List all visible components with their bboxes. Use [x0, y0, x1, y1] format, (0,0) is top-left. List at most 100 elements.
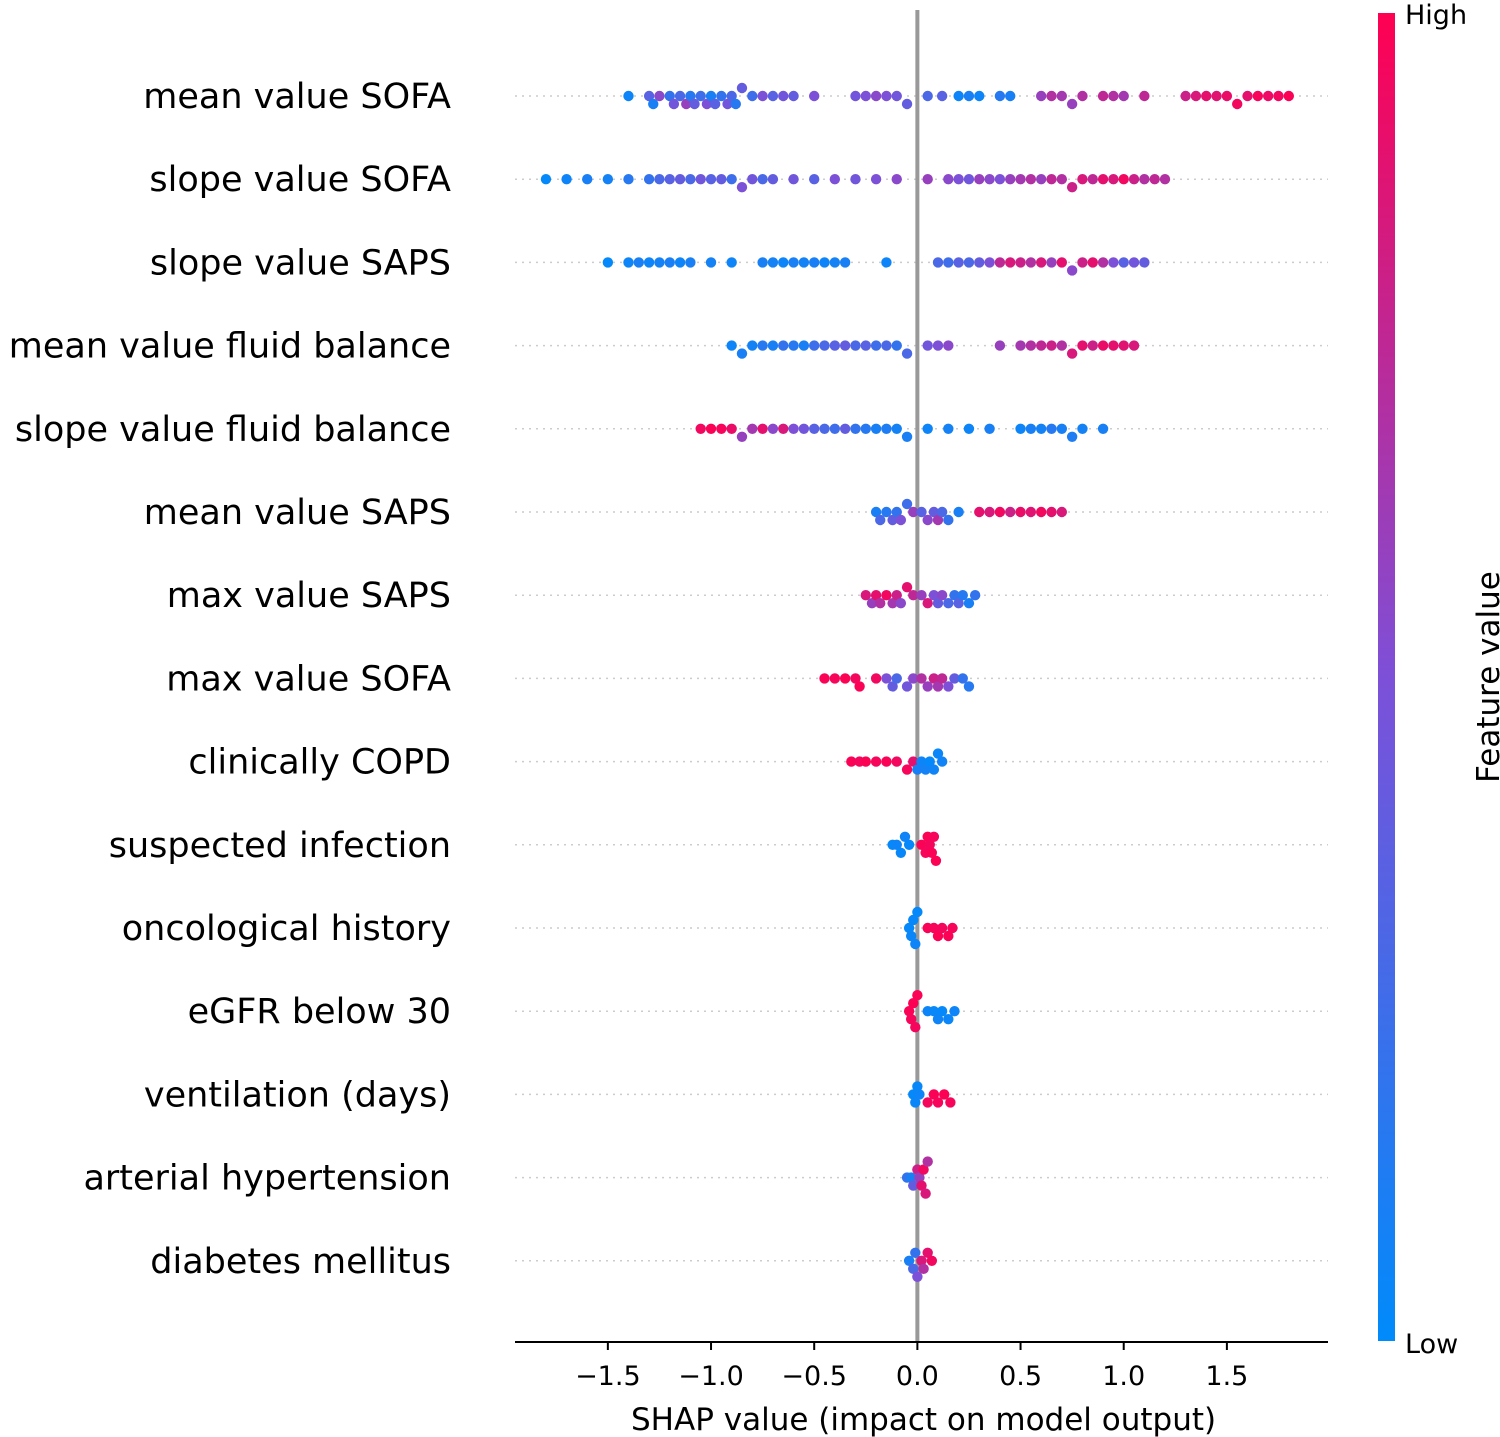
data-point — [1087, 174, 1098, 185]
data-point — [994, 90, 1006, 102]
data-point — [908, 506, 919, 518]
data-point — [881, 590, 892, 601]
data-point — [920, 764, 931, 775]
data-point — [922, 90, 933, 102]
data-point — [1066, 98, 1078, 110]
data-point — [788, 257, 799, 268]
data-point — [643, 257, 655, 268]
data-point — [757, 340, 768, 351]
data-point — [829, 340, 841, 351]
feature-label: mean value SAPS — [144, 493, 451, 533]
data-point — [1035, 423, 1047, 434]
data-point — [685, 174, 696, 185]
feature-label: eGFR below 30 — [188, 992, 451, 1032]
data-point — [924, 839, 935, 850]
data-point — [839, 257, 851, 268]
data-point — [685, 90, 696, 102]
data-point — [705, 257, 717, 268]
feature-label: slope value fluid balance — [15, 410, 451, 450]
data-point — [918, 1164, 929, 1175]
data-point — [1097, 90, 1109, 102]
data-point — [963, 90, 975, 102]
data-point — [1180, 90, 1191, 102]
data-point — [747, 423, 758, 434]
data-point — [932, 257, 944, 268]
data-point — [1201, 90, 1212, 102]
data-point — [912, 1271, 923, 1283]
data-point — [767, 174, 779, 185]
data-point — [1118, 90, 1129, 102]
data-point — [922, 681, 933, 692]
data-point — [974, 90, 985, 102]
data-point — [1025, 174, 1037, 185]
feature-label: max value SOFA — [166, 659, 451, 699]
colorbar-high-label: High — [1405, 0, 1467, 31]
data-point — [1015, 340, 1026, 351]
data-point — [1139, 257, 1150, 268]
data-point — [689, 98, 700, 110]
data-point — [709, 98, 721, 110]
data-point — [901, 582, 913, 593]
data-point — [819, 423, 830, 434]
colorbar: High Low Feature value — [1378, 0, 1500, 1360]
data-point — [730, 98, 741, 110]
data-point — [891, 839, 902, 850]
data-point — [920, 1188, 931, 1199]
data-point — [1097, 174, 1109, 185]
data-point — [798, 340, 810, 351]
data-point — [1108, 174, 1119, 185]
data-point — [664, 174, 675, 185]
data-point — [705, 90, 717, 102]
data-point — [1149, 174, 1160, 185]
data-point — [870, 340, 882, 351]
data-point — [860, 590, 871, 601]
data-point — [866, 598, 878, 609]
data-point — [912, 990, 923, 1001]
feature-label: slope value SAPS — [150, 243, 451, 283]
data-point — [705, 174, 717, 185]
data-point — [850, 673, 861, 684]
data-point — [716, 423, 727, 434]
data-point — [949, 673, 960, 684]
data-point — [726, 90, 737, 102]
data-point — [932, 514, 944, 526]
data-point — [1046, 257, 1057, 268]
data-point — [674, 257, 686, 268]
data-point — [870, 90, 882, 102]
data-point — [1046, 506, 1057, 518]
data-point — [705, 423, 717, 434]
data-point — [623, 174, 634, 185]
data-point — [716, 90, 727, 102]
data-point — [668, 98, 680, 110]
data-point — [674, 174, 686, 185]
data-point — [974, 257, 985, 268]
data-point — [829, 174, 841, 185]
data-point — [903, 1255, 915, 1267]
data-point — [953, 598, 964, 609]
data-point — [1077, 423, 1088, 434]
data-point — [602, 257, 614, 268]
data-point — [788, 340, 799, 351]
data-point — [953, 257, 964, 268]
data-point — [736, 182, 748, 193]
data-point — [778, 257, 789, 268]
data-point — [943, 257, 954, 268]
data-point — [901, 764, 913, 775]
data-point — [887, 514, 898, 526]
data-point — [1139, 90, 1150, 102]
data-point — [905, 1014, 917, 1025]
data-point — [1025, 340, 1037, 351]
data-point — [664, 90, 675, 102]
data-point — [916, 839, 927, 850]
data-point — [839, 340, 851, 351]
data-point — [936, 756, 948, 767]
data-point — [926, 1255, 938, 1267]
data-point — [664, 257, 675, 268]
data-point — [903, 1006, 915, 1017]
data-point — [881, 506, 892, 518]
data-point — [747, 174, 758, 185]
feature-labels: mean value SOFA slope value SOFA slope val… — [9, 77, 451, 1282]
data-point — [932, 1014, 944, 1025]
data-point — [778, 90, 789, 102]
data-point — [695, 423, 706, 434]
